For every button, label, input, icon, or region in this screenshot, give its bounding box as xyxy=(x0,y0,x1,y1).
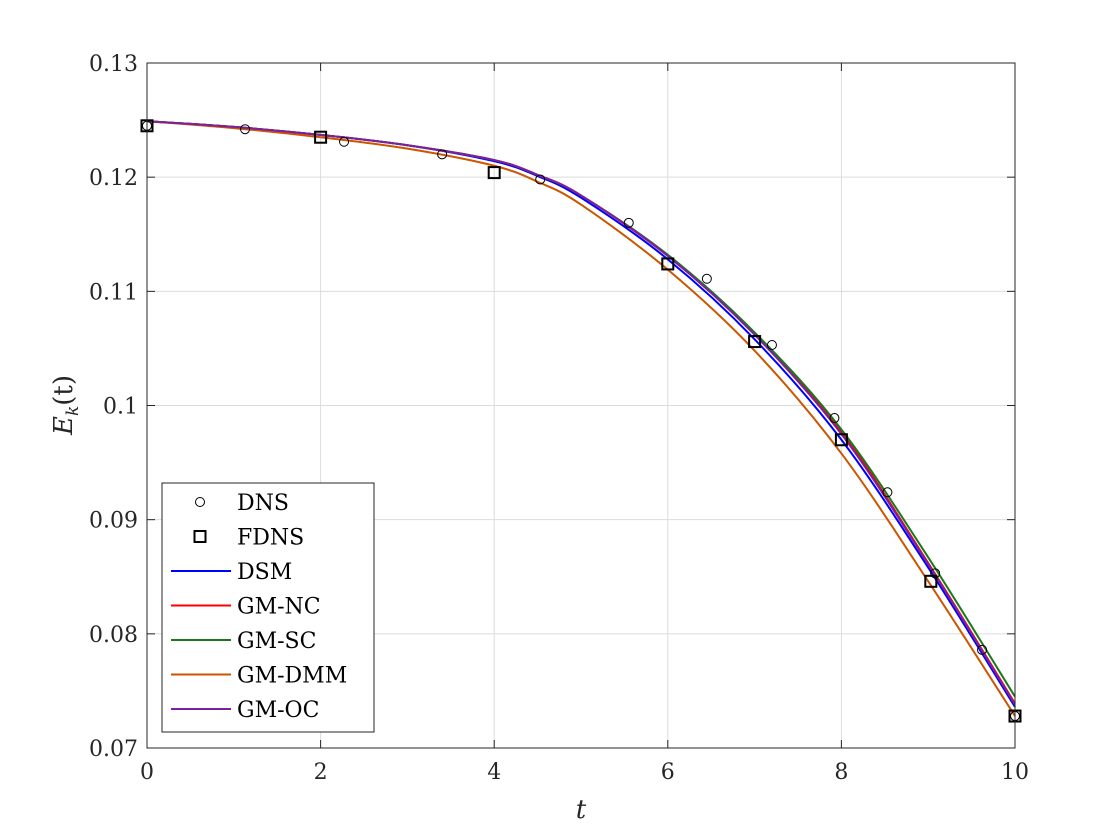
y-axis-label: Ek(t) xyxy=(49,375,83,436)
point-fdns xyxy=(748,335,762,349)
point-dns xyxy=(240,124,251,135)
legend-label-dsm: DSM xyxy=(237,560,292,585)
point-dns xyxy=(977,644,988,655)
point-fdns xyxy=(924,574,938,588)
x-tick-label: 10 xyxy=(1001,760,1029,785)
y-axis-label-subscript: k xyxy=(63,406,83,416)
point-dns xyxy=(930,568,941,579)
y-tick-label: 0.07 xyxy=(89,737,138,762)
y-axis-label-main: E xyxy=(49,416,79,436)
point-fdns xyxy=(661,257,675,271)
legend: DNS FDNS DSM GM-NC GM-SC GM-DMM GM-OC xyxy=(161,482,375,733)
point-dns xyxy=(701,273,712,284)
legend-swatch-dns xyxy=(195,497,205,507)
point-fdns xyxy=(314,130,328,144)
x-tick-label: 4 xyxy=(487,760,501,785)
legend-label-gm-nc: GM-NC xyxy=(237,595,321,620)
y-axis-label-suffix: (t) xyxy=(49,375,79,406)
y-tick-label: 0.13 xyxy=(89,52,138,77)
point-dns xyxy=(829,413,840,424)
point-dns xyxy=(882,487,893,498)
point-dns xyxy=(437,149,448,160)
y-tick-label: 0.1 xyxy=(103,395,138,420)
point-dns xyxy=(339,136,350,147)
point-fdns xyxy=(834,433,848,447)
y-tick-label: 0.12 xyxy=(89,166,138,191)
y-tick-label: 0.09 xyxy=(89,509,138,534)
x-tick-label: 2 xyxy=(314,760,328,785)
x-tick-label: 0 xyxy=(140,760,154,785)
y-tick-label: 0.08 xyxy=(89,623,138,648)
legend-label-fdns: FDNS xyxy=(237,526,304,551)
legend-box xyxy=(161,482,375,733)
x-tick-label: 6 xyxy=(661,760,675,785)
legend-label-gm-sc: GM-SC xyxy=(237,629,316,654)
series-lines xyxy=(146,120,1016,717)
point-fdns xyxy=(487,166,501,180)
ticks: 0 2 4 6 8 10 0.07 0.08 0.09 0.1 0.11 0.12 0.13 xyxy=(89,52,1029,785)
series-line-gm-oc xyxy=(146,120,1016,706)
point-dns xyxy=(766,339,777,350)
series-line-gm-dmm xyxy=(146,120,1016,717)
legend-label-dns: DNS xyxy=(237,491,289,516)
x-tick-label: 8 xyxy=(834,760,848,785)
y-tick-label: 0.11 xyxy=(89,280,138,305)
x-axis-label: t xyxy=(576,795,587,825)
legend-label-gm-dmm: GM-DMM xyxy=(237,664,347,689)
point-dns xyxy=(623,217,634,228)
point-dns xyxy=(535,174,546,185)
legend-swatch-fdns xyxy=(193,530,207,543)
legend-label-gm-oc: GM-OC xyxy=(237,698,319,723)
